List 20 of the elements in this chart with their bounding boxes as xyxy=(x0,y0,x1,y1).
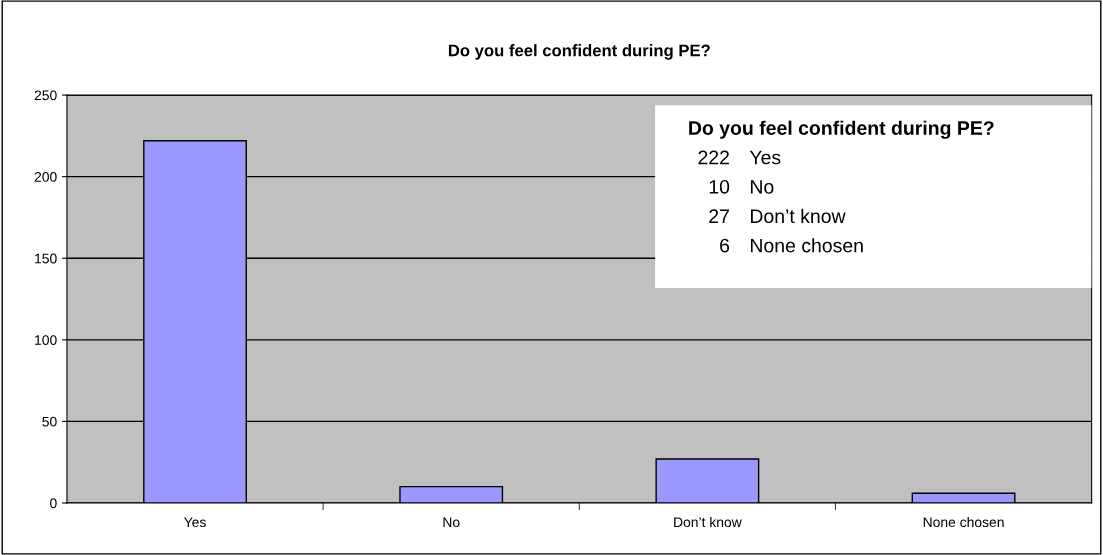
annotation: 6 xyxy=(720,238,730,253)
chart-title: Do you feel confident during PE? xyxy=(448,44,710,60)
x-tick-label: None chosen xyxy=(923,516,1004,528)
x-tick-label: Yes xyxy=(184,517,206,528)
y-tick-label: 150 xyxy=(35,253,57,264)
y-tick-label: 0 xyxy=(50,498,57,509)
x-tick-label: No xyxy=(443,517,460,528)
annotation: 27 xyxy=(709,209,729,223)
x-tick-label: Don’t know xyxy=(674,516,742,528)
category-label: Don’t know xyxy=(750,208,846,224)
y-tick-label: 200 xyxy=(34,171,57,182)
annotation: Do you feel confident during PE? xyxy=(689,120,994,139)
y-tick-label: 100 xyxy=(35,335,57,345)
annotation: 222 xyxy=(698,150,729,165)
category-label: None chosen xyxy=(750,238,863,253)
annotation: 10 xyxy=(709,179,730,194)
category-label: Yes xyxy=(749,150,781,165)
y-tick-label: 50 xyxy=(42,416,57,427)
category-label: No xyxy=(750,180,774,194)
y-tick-label: 250 xyxy=(34,90,57,101)
